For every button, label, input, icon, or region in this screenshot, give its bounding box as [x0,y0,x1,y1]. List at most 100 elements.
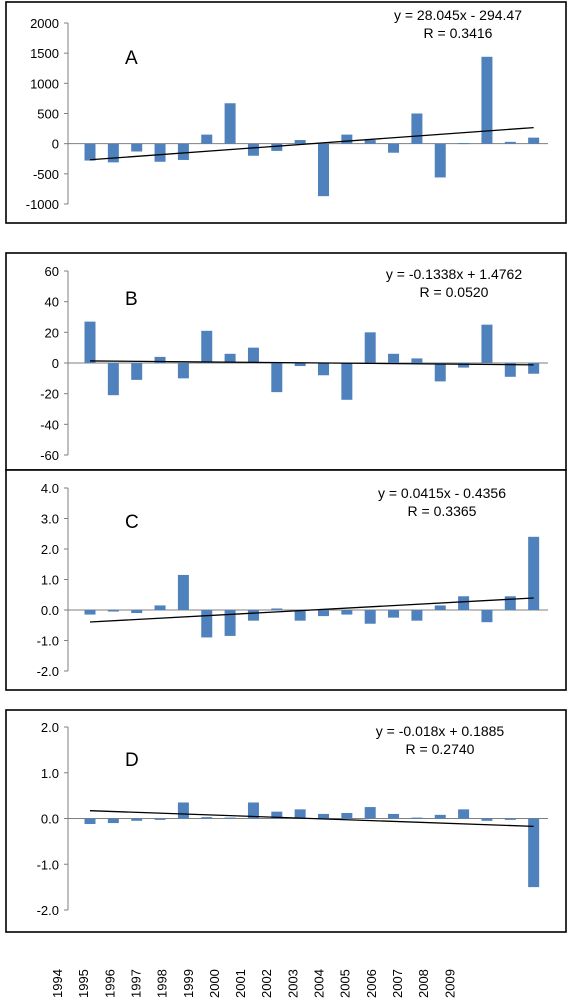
panel-d-bar [481,818,493,821]
panel-a-frame [5,1,567,224]
panel-b-bar [458,363,470,368]
panel-c-y-tick-label: 4.0 [41,481,59,496]
panel-b-bar [224,353,236,363]
panel-d-bar [528,818,540,888]
panel-a-bar [201,134,213,144]
year-label-2008: 2008 [416,969,431,998]
panel-c-equation: y = 0.0415x - 0.4356 [378,485,506,501]
panel-c-trend-line [89,597,534,623]
panel-d-bar [364,807,376,819]
year-label-1995: 1995 [76,969,91,998]
panel-c-bar [481,610,493,623]
panel-b-bar [481,324,493,363]
panel-b-bar [504,363,516,377]
panel-b-bar [177,363,189,379]
year-label-1999: 1999 [181,969,196,998]
panel-b-y-tick-label: 0 [52,356,59,371]
panel-b-r-value: R = 0.0520 [420,284,489,300]
panel-a-bar [177,143,189,160]
panel-a-bar [434,143,446,178]
panel-c-bar [458,596,470,610]
panel-d-equation: y = -0.018x + 0.1885 [376,723,505,739]
panel-c-bar [247,610,259,621]
year-label-2004: 2004 [312,969,327,998]
panel-c-frame [5,469,567,691]
panel-d-bar [271,811,283,819]
panel-c-bar [154,605,166,610]
panel-b-label: B [125,289,138,310]
panel-a-equation: y = 28.045x - 294.47 [394,7,522,23]
panel-d-bar [411,817,423,819]
panel-c-y-tick-label: 3.0 [41,512,59,527]
panel-d-y-tick-label: 0.0 [41,812,59,827]
panel-d-bar [388,813,400,819]
panel-c-bar [294,610,306,621]
panel-b-y-tick-label: -60 [40,448,59,463]
panel-b-bar [528,363,540,374]
panel-d-r-value: R = 0.2740 [406,741,475,757]
panel-c-bar [341,610,353,615]
panel-b-bar [201,330,213,363]
panel-a-label: A [125,48,138,69]
panel-d-bar [458,809,470,819]
panel-c-bar [434,605,446,610]
panel-b-bar [434,363,446,382]
panel-a-y-tick-label: -500 [33,167,59,182]
panel-c-bar [131,610,143,614]
panel-b-y-tick-label: -20 [40,387,59,402]
panel-a-bar [364,140,376,144]
panel-c-bar [201,610,213,638]
panel-a-bar [504,141,516,144]
year-label-2001: 2001 [233,969,248,998]
panel-a-bar [458,143,470,145]
panel-c-y-tick-label: 2.0 [41,542,59,557]
panel-d-bar [201,817,213,819]
panel-a-bar [224,103,236,144]
panel-b-bar [271,363,283,393]
panel-b-equation: y = -0.1338x + 1.4762 [386,266,522,282]
panel-a-bar [341,134,353,144]
panel-c-bar [224,610,236,636]
year-label-1997: 1997 [128,969,143,998]
panel-c-label: C [125,512,139,533]
panel-b-y-tick-label: -40 [40,417,59,432]
panel-b-bar [411,358,423,363]
panel-a-bar [247,143,259,156]
panel-c-bar [84,610,96,615]
panel-d-bar [434,814,446,819]
panel-d-y-tick-label: -2.0 [37,903,59,918]
panel-c-y-tick-label: 0.0 [41,603,59,618]
panel-b-bar [154,356,166,363]
panel-c-bar [411,610,423,621]
panel-a-y-tick-label: 0 [52,137,59,152]
panel-d-bar [177,802,189,819]
panel-c-bar [528,536,540,610]
panel-d-y-tick-label: 1.0 [41,766,59,781]
panel-b-bar [318,363,329,376]
panel-a-bar [84,143,96,161]
panel-a-bar [131,143,143,152]
panel-b-bar [388,353,400,363]
panel-d-y-tick-label: -1.0 [37,857,59,872]
panel-b-bar [107,363,119,396]
panel-c-y-tick-label: -2.0 [37,664,59,679]
panel-b-bar [247,347,259,363]
panel-b-y-tick-label: 40 [45,295,59,310]
panel-d-bar [247,802,259,819]
panel-c-bar [318,610,329,617]
panel-c-bar [388,610,400,618]
panel-d-bar [318,813,329,819]
panel-b-y-tick-label: 20 [45,325,59,340]
panel-c-bar [177,574,189,610]
year-label-2000: 2000 [207,969,222,998]
panel-a-bar [388,143,400,153]
year-label-2006: 2006 [364,969,379,998]
panel-c-bar [364,610,376,624]
panel-c-bar [107,610,119,612]
panel-b-y-tick-label: 60 [45,264,59,279]
panel-a-bar [294,140,306,144]
panel-d-bar [154,818,166,820]
panel-a-y-tick-label: 2000 [30,16,59,31]
year-label-2005: 2005 [338,969,353,998]
